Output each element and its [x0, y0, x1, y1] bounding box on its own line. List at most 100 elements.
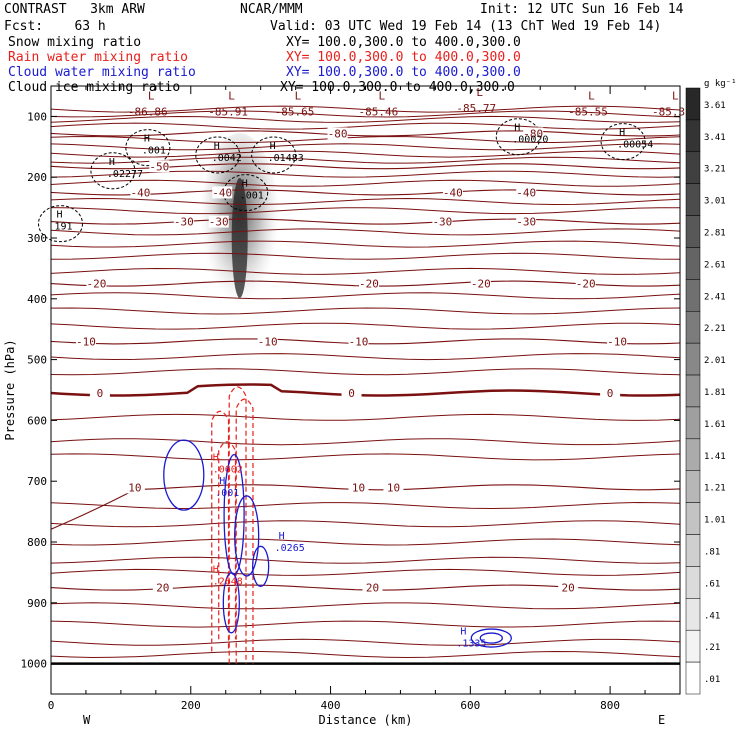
- snow-max-marker: H: [619, 128, 625, 139]
- colorbar-label: 2.61: [704, 260, 726, 270]
- isotherm--40: [50, 189, 681, 196]
- min-marker: L: [476, 86, 483, 99]
- init-time: Init: 12 UTC Sun 16 Feb 14: [480, 2, 684, 17]
- isotherm-label: -80: [328, 127, 348, 140]
- isotherm-line: [50, 438, 681, 446]
- isotherm-line: [50, 150, 681, 158]
- colorbar-swatch: [685, 311, 701, 344]
- min-marker: L: [379, 89, 386, 102]
- isotherm-label-bg: [516, 215, 537, 228]
- snow-max-marker: H: [144, 134, 150, 145]
- isotherm-label: -30: [209, 216, 229, 229]
- cloud-water-max-label: .0265: [275, 543, 305, 554]
- colorbar-label: 3.01: [704, 197, 726, 207]
- snow-max-marker: H: [270, 141, 276, 152]
- isotherm-line: [50, 105, 681, 113]
- min-marker: L: [148, 89, 155, 102]
- isotherm-label: -30: [516, 216, 536, 229]
- snow-max-label: .00020: [512, 135, 548, 146]
- isotherm-label: -10: [607, 335, 627, 348]
- forecast-hour: Fcst: 63 h: [4, 19, 106, 34]
- isotherm-label-bg: [130, 186, 151, 199]
- colorbar-swatch: [685, 215, 701, 248]
- isotherm-label: 20: [156, 582, 169, 595]
- isotherm-label-bg: [124, 481, 145, 494]
- y-tick-label: 600: [27, 414, 47, 427]
- isotherm-label: -50: [149, 160, 169, 173]
- isotherm-line: [50, 207, 681, 215]
- isotherm--30: [50, 218, 681, 225]
- colorbar-swatch: [685, 374, 701, 408]
- colorbar-swatch: [685, 247, 701, 280]
- isotherm-label-bg: [523, 127, 544, 140]
- colorbar-swatch: [685, 502, 701, 535]
- x-tick-label: 200: [181, 699, 201, 712]
- isotherm-label: -20: [359, 278, 379, 291]
- colorbar-label: 3.21: [704, 165, 726, 175]
- cloud-water-max-label: .001: [215, 488, 239, 499]
- isotherm-label-bg: [470, 277, 491, 290]
- cloud-ice-core: [231, 178, 248, 298]
- isotherm-line: [50, 620, 681, 628]
- isotherm-0: [50, 383, 681, 397]
- isotherm-label-bg: [442, 186, 463, 199]
- rain-contour: [218, 441, 237, 640]
- min-value-label: -85.46: [359, 105, 399, 118]
- colorbar-label: 3.61: [704, 101, 726, 111]
- colorbar-swatch: [685, 119, 701, 153]
- cloud-water-max-marker: H: [460, 627, 466, 638]
- min-marker: L: [295, 89, 302, 102]
- snow-max-marker: H: [109, 157, 115, 168]
- colorbar-label: 2.81: [704, 229, 726, 239]
- isotherm-line: [50, 368, 681, 376]
- y-tick-label: 800: [27, 536, 47, 549]
- isotherm-label: 0: [607, 387, 614, 400]
- isotherm-line: [50, 110, 681, 118]
- isotherm-label: 20: [562, 582, 575, 595]
- cloud-water-contour: [234, 495, 260, 577]
- y-tick-label: 300: [27, 232, 47, 245]
- colorbar-label: .81: [704, 547, 720, 557]
- x-tick-label: 800: [600, 699, 620, 712]
- cloud-water-contour: [163, 439, 205, 511]
- isotherm-label-bg: [152, 581, 173, 594]
- isotherm-label-bg: [212, 186, 233, 199]
- isotherm-line: [50, 501, 681, 510]
- model-title: CONTRAST 3km ARW: [4, 2, 145, 17]
- isotherm-label: -40: [516, 186, 536, 199]
- isotherm-line: [50, 179, 681, 187]
- isotherm-line: [50, 292, 681, 300]
- colorbar-swatch: [685, 151, 701, 184]
- cloud-water-max-marker: H: [219, 476, 225, 487]
- legend-cloud-ice-xy: XY= 100.0,300.0 to 400.0,300.0: [280, 80, 515, 95]
- isotherm-line: [50, 568, 681, 576]
- colorbar-label: 1.41: [704, 452, 726, 462]
- colorbar-label: 1.81: [704, 388, 726, 398]
- rain-max-label: .2648: [213, 577, 243, 588]
- isotherm-label-bg: [86, 277, 107, 290]
- colorbar-label: 1.01: [704, 516, 726, 526]
- legend-rain-xy: XY= 100.0,300.0 to 400.0,300.0: [286, 50, 521, 65]
- min-value-label: -85.35: [652, 105, 692, 118]
- isotherm-label-bg: [348, 335, 369, 348]
- isotherm--80: [50, 130, 681, 137]
- x-tick-label: 0: [48, 699, 55, 712]
- isotherm-label: -20: [86, 278, 106, 291]
- isotherm-label: -40: [212, 186, 232, 199]
- legend-cloud-water-xy: XY= 100.0,300.0 to 400.0,300.0: [286, 65, 521, 80]
- x-axis-label: Distance (km): [319, 713, 413, 727]
- rain-contour: [211, 410, 230, 652]
- isotherm-line: [50, 538, 681, 546]
- west-label: W: [83, 713, 91, 727]
- colorbar-label: .61: [704, 579, 720, 589]
- isotherm--50: [50, 163, 681, 170]
- isotherm-label-bg: [327, 127, 348, 140]
- isotherm-line: [50, 156, 681, 164]
- isotherm-label: 10: [387, 481, 400, 494]
- colorbar-label: .41: [704, 611, 720, 621]
- isotherm-line: [50, 453, 681, 461]
- snow-contour: [90, 152, 136, 190]
- min-marker: L: [672, 89, 679, 102]
- y-tick-label: 200: [27, 171, 47, 184]
- isotherm-label-bg: [575, 277, 596, 290]
